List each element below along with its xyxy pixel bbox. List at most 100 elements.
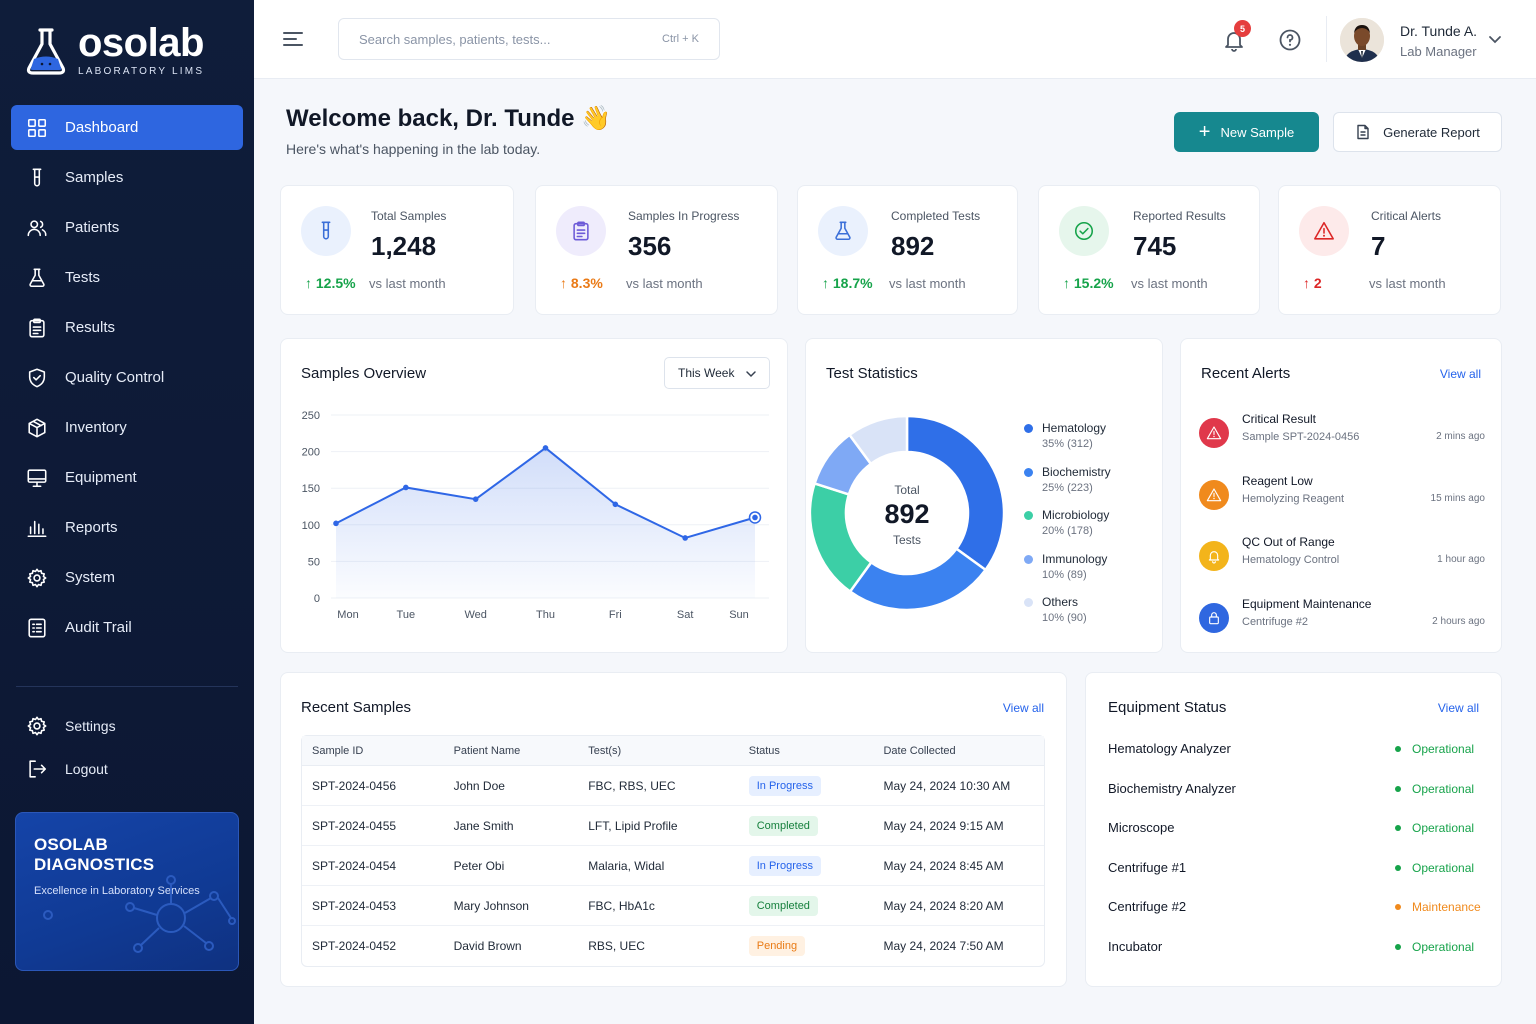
stat-card[interactable]: Total Samples 1,248 ↑ 12.5% vs last mont… xyxy=(280,185,514,315)
sidebar-item-equipment[interactable]: Equipment xyxy=(11,455,243,500)
sidebar-item-tests[interactable]: Tests xyxy=(11,255,243,300)
equipment-item[interactable]: Biochemistry Analyzer Operational xyxy=(1108,781,1482,801)
user-avatar-icon xyxy=(1340,18,1384,62)
equipment-item[interactable]: Incubator Operational xyxy=(1108,939,1482,959)
y-tick-label: 150 xyxy=(302,483,320,495)
equipment-status: Operational xyxy=(1412,860,1475,875)
sidebar-item-results[interactable]: Results xyxy=(11,305,243,350)
donut-slice-microbiology[interactable] xyxy=(808,481,873,594)
sidebar-item-system[interactable]: System xyxy=(11,555,243,600)
data-point[interactable] xyxy=(403,484,409,491)
equipment-status: Operational xyxy=(1412,939,1475,954)
equipment-item[interactable]: Hematology Analyzer Operational xyxy=(1108,741,1482,761)
stat-value: 892 xyxy=(891,231,935,261)
alert-subtitle: Centrifuge #2 xyxy=(1242,615,1309,628)
column-header[interactable]: Sample ID xyxy=(302,736,444,766)
equipment-item[interactable]: Microscope Operational xyxy=(1108,820,1482,840)
data-point[interactable] xyxy=(542,445,549,451)
stat-comparison: vs last month xyxy=(1369,276,1446,291)
sidebar-item-audit-trail[interactable]: Audit Trail xyxy=(11,605,243,650)
stat-card[interactable]: Reported Results 745 ↑ 15.2% vs last mon… xyxy=(1038,185,1260,315)
status-cell: In Progress xyxy=(738,846,874,886)
x-tick-label: Wed xyxy=(464,609,486,621)
stat-card[interactable]: Samples In Progress 356 ↑ 8.3% vs last m… xyxy=(535,185,778,315)
recent-samples-card: Recent Samples View all Sample ID Patient… xyxy=(280,672,1067,987)
sample-id-cell[interactable]: SPT-2024-0453 xyxy=(302,886,444,926)
alert-item[interactable]: Reagent Low Hemolyzing Reagent 15 mins a… xyxy=(1199,474,1485,518)
samples-overview-card: Samples Overview This Week 0 50 100 150 200 2… xyxy=(280,338,788,653)
column-header[interactable]: Test(s) xyxy=(578,736,739,766)
stat-card[interactable]: Completed Tests 892 ↑ 18.7% vs last mont… xyxy=(797,185,1018,315)
recent-alerts-title: Recent Alerts xyxy=(1201,365,1291,382)
range-dropdown[interactable]: This Week xyxy=(664,357,770,389)
test-statistics-donut-chart xyxy=(808,414,1006,612)
equipment-item[interactable]: Centrifuge #2 Maintenance xyxy=(1108,899,1482,919)
help-icon[interactable] xyxy=(1278,28,1302,52)
search-input[interactable]: Search samples, patients, tests... Ctrl … xyxy=(338,18,720,60)
legend-swatch xyxy=(1024,511,1033,520)
patient-name-cell: David Brown xyxy=(453,939,522,953)
sample-id-cell[interactable]: SPT-2024-0452 xyxy=(312,939,397,953)
sidebar-item-reports[interactable]: Reports xyxy=(11,505,243,550)
legend-value: 10% (90) xyxy=(1042,612,1087,624)
promo-title: OSOLAB DIAGNOSTICS xyxy=(34,835,155,874)
table-row[interactable]: SPT-2024-0454 Peter Obi Malaria, Widal I… xyxy=(302,846,1044,886)
legend-value: 20% (178) xyxy=(1042,525,1093,537)
donut-slice-others[interactable] xyxy=(847,414,909,466)
sidebar-item-patients[interactable]: Patients xyxy=(11,205,243,250)
clipboard-icon xyxy=(556,206,606,256)
stat-change: ↑ 8.3% xyxy=(560,275,603,291)
column-header[interactable]: Patient Name xyxy=(443,736,579,766)
table-row[interactable]: SPT-2024-0456 John Doe FBC, RBS, UEC In … xyxy=(302,766,1044,806)
sample-id-cell[interactable]: SPT-2024-0455 xyxy=(302,806,444,846)
sidebar-item-logout[interactable]: Logout xyxy=(11,747,243,790)
brand[interactable]: osolab LABORATORY LIMS xyxy=(24,23,205,77)
stat-card[interactable]: Critical Alerts 7 ↑ 2 vs last month xyxy=(1278,185,1501,315)
avatar[interactable] xyxy=(1340,18,1384,62)
new-sample-button[interactable]: + New Sample xyxy=(1174,112,1319,152)
alert-item[interactable]: QC Out of Range Hematology Control 1 hou… xyxy=(1199,535,1485,579)
chevron-down-icon[interactable] xyxy=(1488,32,1502,46)
promo-card: OSOLAB DIAGNOSTICS Excellence in Laborat… xyxy=(15,812,239,971)
sample-id-cell[interactable]: SPT-2024-0454 xyxy=(302,846,444,886)
data-point[interactable] xyxy=(333,520,339,527)
list-icon xyxy=(26,617,48,639)
monitor-icon xyxy=(26,467,48,489)
equipment-view-all-link[interactable]: View all xyxy=(1437,701,1479,715)
sidebar-item-label: Settings xyxy=(65,717,116,734)
sidebar-item-label: Reports xyxy=(65,519,118,536)
status-badge: Completed xyxy=(748,815,818,836)
data-point[interactable] xyxy=(612,501,619,508)
sidebar-item-dashboard[interactable]: Dashboard xyxy=(11,105,243,150)
stat-value: 1,248 xyxy=(371,231,437,261)
menu-icon[interactable] xyxy=(282,28,304,50)
stat-label: Completed Tests xyxy=(891,209,981,223)
alert-item[interactable]: Equipment Maintenance Centrifuge #2 2 ho… xyxy=(1199,597,1485,641)
brand-subtitle: LABORATORY LIMS xyxy=(78,66,205,77)
samples-view-all-link[interactable]: View all xyxy=(1002,701,1044,715)
table-row[interactable]: SPT-2024-0452 David Brown RBS, UEC Pendi… xyxy=(302,926,1044,966)
alert-time: 2 mins ago xyxy=(1436,431,1485,442)
data-point[interactable] xyxy=(752,514,758,521)
alert-item[interactable]: Critical Result Sample SPT-2024-0456 2 m… xyxy=(1199,412,1485,456)
generate-report-button[interactable]: Generate Report xyxy=(1333,112,1502,152)
status-dot xyxy=(1395,904,1401,910)
sidebar-item-inventory[interactable]: Inventory xyxy=(11,405,243,450)
equipment-item[interactable]: Centrifuge #1 Operational xyxy=(1108,860,1482,880)
table-row[interactable]: SPT-2024-0453 Mary Johnson FBC, HbA1c Co… xyxy=(302,886,1044,926)
column-header[interactable]: Date Collected xyxy=(873,736,1044,766)
column-header[interactable]: Status xyxy=(738,736,874,766)
donut-slice-biochemistry[interactable] xyxy=(848,547,988,612)
donut-slice-hematology[interactable] xyxy=(905,414,1006,572)
data-point[interactable] xyxy=(472,496,479,502)
sidebar-item-label: Inventory xyxy=(65,419,127,436)
data-point[interactable] xyxy=(682,535,688,541)
sample-id-cell[interactable]: SPT-2024-0456 xyxy=(302,766,444,806)
arrow-up-icon: ↑ xyxy=(560,275,567,291)
sidebar-item-quality-control[interactable]: Quality Control xyxy=(11,355,243,400)
sidebar-item-settings[interactable]: Settings xyxy=(11,704,243,747)
alerts-view-all-link[interactable]: View all xyxy=(1439,367,1481,381)
tests-cell: Malaria, Widal xyxy=(578,846,739,886)
sidebar-item-samples[interactable]: Samples xyxy=(11,155,243,200)
table-row[interactable]: SPT-2024-0455 Jane Smith LFT, Lipid Prof… xyxy=(302,806,1044,846)
